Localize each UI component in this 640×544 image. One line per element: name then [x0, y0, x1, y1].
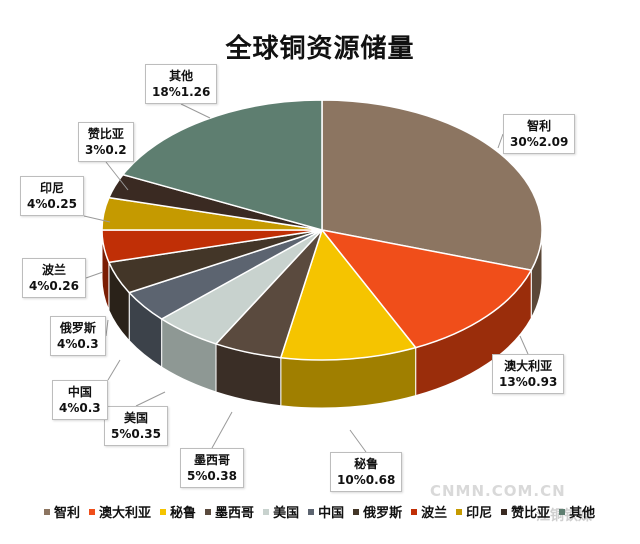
legend-item-2: 秘鲁 — [160, 502, 196, 521]
watermark-account: 江铜铁媒 — [536, 508, 592, 524]
callout-name-7: 波兰 — [41, 263, 66, 277]
leader-line-2 — [349, 429, 367, 453]
callout-value-4: 5%0.35 — [111, 427, 161, 441]
watermark-site: CNMN.COM.CN — [430, 482, 566, 500]
legend-item-4: 美国 — [263, 502, 299, 521]
callout-name-6: 俄罗斯 — [59, 321, 96, 335]
legend-swatch-2 — [160, 508, 167, 515]
leader-line-9 — [105, 161, 129, 191]
callout-7: 波兰 4%0.26 — [22, 258, 86, 298]
legend-label-3: 墨西哥 — [215, 506, 255, 521]
pie-slice-1 — [320, 228, 533, 349]
legend-swatch-3 — [205, 508, 212, 515]
legend-swatch-1 — [89, 508, 96, 515]
leader-line-8 — [83, 215, 111, 223]
callout-10: 其他 18%1.26 — [145, 64, 218, 104]
callout-6: 俄罗斯 4%0.3 — [50, 316, 106, 356]
callout-1: 澳大利亚 13%0.93 — [492, 354, 565, 394]
callout-5: 中国 4%0.3 — [52, 380, 108, 420]
legend-swatch-7 — [411, 508, 418, 515]
leader-line-7 — [85, 271, 104, 279]
pie-slice-0 — [321, 99, 543, 272]
callout-value-6: 4%0.3 — [57, 337, 99, 351]
legend-label-10: 其他 — [569, 506, 596, 521]
callout-name-5: 中国 — [67, 385, 92, 399]
callout-value-9: 3%0.2 — [85, 143, 127, 157]
leader-line-4 — [135, 391, 166, 407]
leader-line-5 — [107, 359, 121, 381]
callout-3: 墨西哥 5%0.38 — [180, 448, 244, 488]
legend-label-1: 澳大利亚 — [99, 506, 152, 521]
legend-item-10: 其他 — [559, 502, 595, 521]
legend-label-6: 俄罗斯 — [363, 506, 403, 521]
legend-swatch-9 — [501, 508, 508, 515]
callout-name-9: 赞比亚 — [87, 127, 124, 141]
leader-line-3 — [211, 411, 233, 449]
leader-line-0 — [497, 133, 504, 149]
callout-value-8: 4%0.25 — [27, 197, 77, 211]
legend-swatch-0 — [44, 508, 50, 515]
pie-top — [101, 99, 543, 361]
chart-legend: 智利 澳大利亚 秘鲁 墨西哥 美国 中国 俄罗斯 波兰 印尼 赞比亚 其他 — [44, 502, 604, 521]
callout-4: 美国 5%0.35 — [104, 406, 168, 446]
legend-item-1: 澳大利亚 — [89, 502, 151, 521]
legend-label-2: 秘鲁 — [170, 506, 197, 521]
legend-item-8: 印尼 — [456, 502, 492, 521]
legend-item-9: 赞比亚 — [501, 502, 550, 521]
callout-value-5: 4%0.3 — [59, 401, 101, 415]
pie-sides — [101, 229, 543, 409]
legend-item-7: 波兰 — [411, 502, 447, 521]
leader-line-1 — [519, 335, 529, 355]
callout-2: 秘鲁 10%0.68 — [330, 452, 403, 492]
callout-8: 印尼 4%0.25 — [20, 176, 84, 216]
callout-value-0: 30%2.09 — [510, 135, 569, 149]
pie-slice-10 — [121, 99, 323, 231]
callout-name-0: 智利 — [527, 119, 552, 133]
callout-value-2: 10%0.68 — [337, 473, 396, 487]
pie-slice-2 — [279, 228, 417, 361]
legend-item-5: 中国 — [308, 502, 344, 521]
legend-swatch-8 — [456, 508, 463, 515]
legend-swatch-10 — [559, 508, 566, 515]
legend-swatch-5 — [308, 508, 315, 515]
legend-swatch-6 — [353, 508, 360, 515]
callout-name-4: 美国 — [123, 411, 148, 425]
callout-9: 赞比亚 3%0.2 — [78, 122, 134, 162]
chart-title: 全球铜资源储量 — [225, 34, 415, 64]
leader-line-10 — [180, 103, 211, 119]
legend-label-8: 印尼 — [466, 506, 493, 521]
callout-name-10: 其他 — [169, 69, 194, 83]
callout-name-1: 澳大利亚 — [504, 359, 553, 373]
callout-value-1: 13%0.93 — [499, 375, 558, 389]
legend-label-5: 中国 — [318, 506, 345, 521]
callout-name-8: 印尼 — [39, 181, 64, 195]
callout-leaders — [83, 103, 529, 453]
legend-item-6: 俄罗斯 — [353, 502, 402, 521]
legend-swatch-4 — [263, 508, 270, 515]
callout-name-2: 秘鲁 — [354, 457, 379, 471]
leader-line-6 — [105, 319, 109, 337]
legend-item-3: 墨西哥 — [205, 502, 254, 521]
callout-value-7: 4%0.26 — [29, 279, 79, 293]
callout-0: 智利 30%2.09 — [503, 114, 576, 154]
legend-label-9: 赞比亚 — [511, 506, 551, 521]
legend-label-0: 智利 — [54, 506, 81, 521]
callout-name-3: 墨西哥 — [193, 453, 230, 467]
legend-item-0: 智利 — [44, 502, 80, 521]
callout-value-10: 18%1.26 — [152, 85, 211, 99]
legend-label-7: 波兰 — [421, 506, 448, 521]
callout-value-3: 5%0.38 — [187, 469, 237, 483]
legend-label-4: 美国 — [273, 506, 300, 521]
